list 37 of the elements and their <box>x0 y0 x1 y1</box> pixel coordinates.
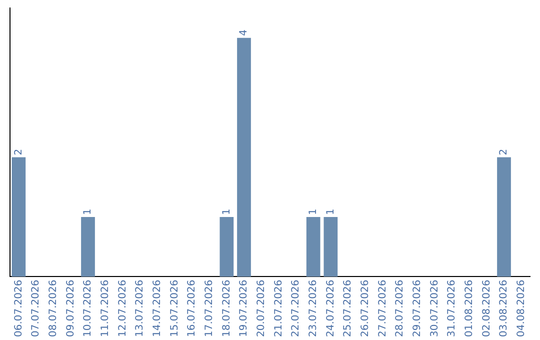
x-tick-label: 24.07.2026 <box>325 280 336 338</box>
x-tick-label: 09.07.2026 <box>65 280 76 338</box>
x-tick-label: 30.07.2026 <box>429 280 440 338</box>
x-tick-label: 31.07.2026 <box>446 280 458 338</box>
x-tick-label: 14.07.2026 <box>152 280 163 338</box>
data-label: 4 <box>238 29 250 36</box>
x-tick-label: 22.07.2026 <box>290 280 302 338</box>
data-label: 2 <box>13 148 24 156</box>
x-tick-label: 19.07.2026 <box>238 280 250 338</box>
x-tick-label: 27.07.2026 <box>377 280 388 338</box>
x-tick-label: 23.07.2026 <box>308 280 319 338</box>
data-label: 1 <box>325 208 336 216</box>
x-tick-label: 26.07.2026 <box>360 280 371 338</box>
x-tick-label: 25.07.2026 <box>342 280 354 338</box>
x-tick-label: 28.07.2026 <box>394 280 406 338</box>
x-tick-label: 04.08.2026 <box>516 280 527 338</box>
x-tick-label: 10.07.2026 <box>82 280 94 338</box>
x-tick-label: 20.07.2026 <box>256 280 267 338</box>
x-tick-label: 02.08.2026 <box>481 280 492 338</box>
x-tick-label: 29.07.2026 <box>412 280 423 338</box>
x-tick-label: 18.07.2026 <box>221 280 232 338</box>
data-label: 1 <box>308 208 319 216</box>
x-tick-label: 21.07.2026 <box>273 280 284 338</box>
data-label: 1 <box>221 208 232 216</box>
x-tick-label: 13.07.2026 <box>134 280 146 338</box>
data-label: 2 <box>498 148 510 156</box>
data-label: 1 <box>82 208 94 216</box>
x-tick-label: 06.07.2026 <box>13 280 24 338</box>
x-tick-label: 16.07.2026 <box>186 280 198 338</box>
x-tick-label: 15.07.2026 <box>169 280 180 338</box>
x-tick-label: 07.07.2026 <box>30 280 42 338</box>
x-tick-label: 17.07.2026 <box>204 280 215 338</box>
x-tick-label: 11.07.2026 <box>100 280 111 338</box>
x-tick-label: 12.07.2026 <box>117 280 128 338</box>
x-tick-label: 01.08.2026 <box>464 280 475 338</box>
x-tick-label: 03.08.2026 <box>498 280 510 338</box>
x-tick-label: 08.07.2026 <box>48 280 59 338</box>
